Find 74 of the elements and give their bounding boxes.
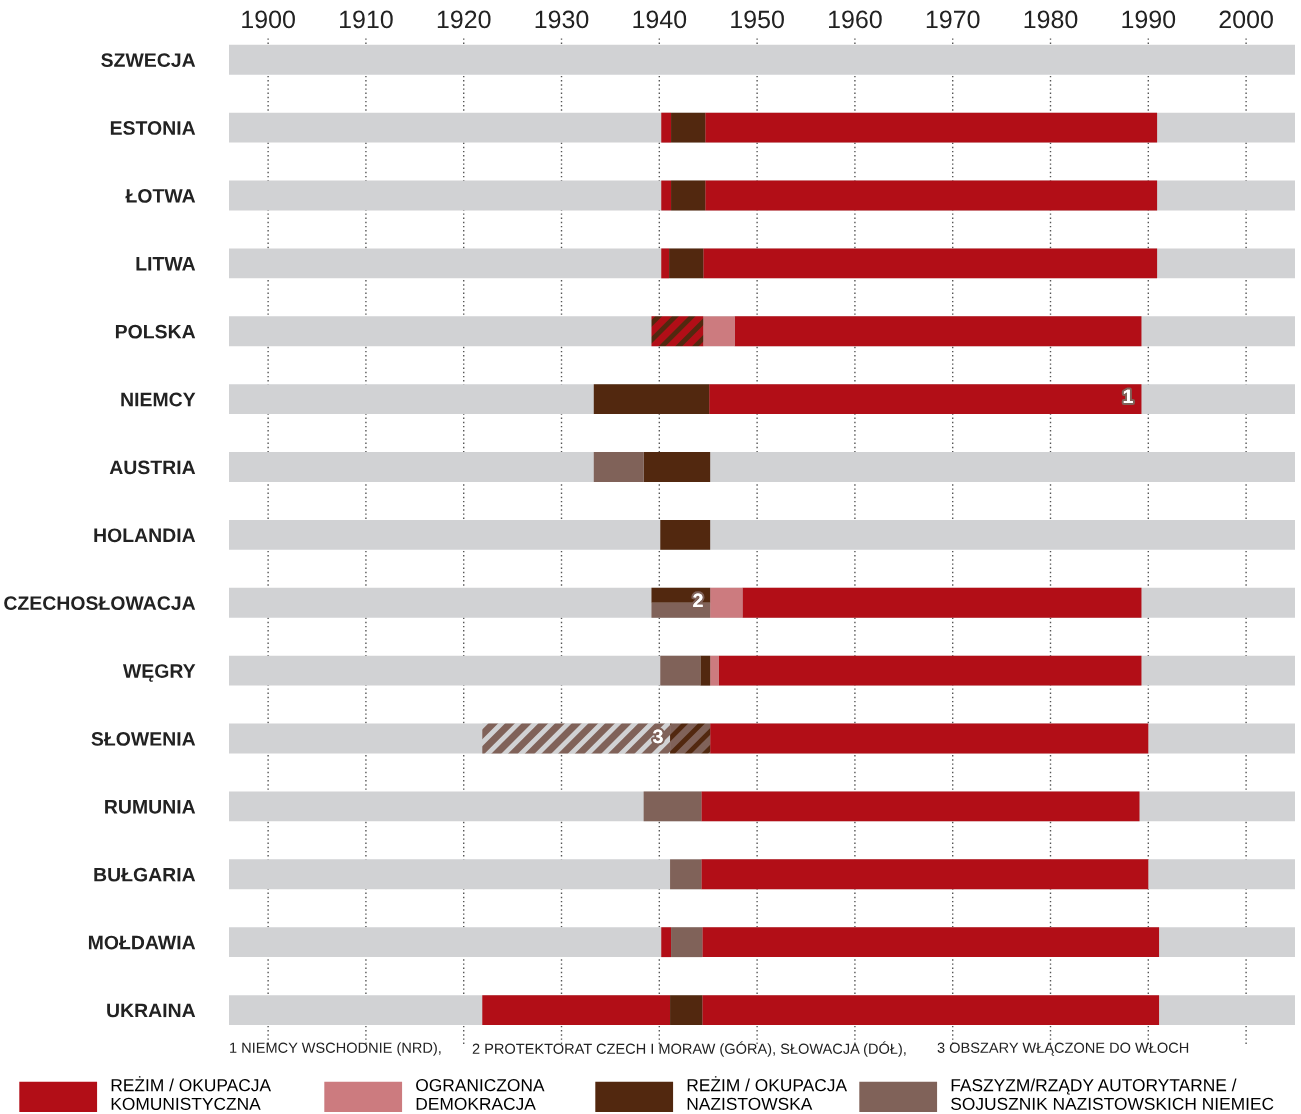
bar xyxy=(229,519,1295,550)
bar xyxy=(700,655,711,686)
x-tick-label: 2000 xyxy=(1219,10,1273,29)
y-tick-label: MOŁDAWIA xyxy=(88,935,196,950)
bar xyxy=(705,112,1158,143)
annotation: 2 xyxy=(693,593,703,608)
bar xyxy=(671,112,706,143)
legend-label: REŻIM / OKUPACJA KOMUNISTYCZNA xyxy=(111,1076,272,1111)
annotation: 2 PROTEKTORAT CZECH I MORAW (GÓRA), SŁOWACJA (DÓŁ), xyxy=(472,1041,906,1057)
bar xyxy=(661,248,670,279)
y-tick-label: UKRAINA xyxy=(107,1003,196,1018)
x-tick-label: 1990 xyxy=(1122,10,1176,29)
legend-label: OGRANICZONA DEMOKRACJA xyxy=(416,1079,545,1111)
x-tick-label: 1950 xyxy=(731,10,784,29)
y-tick-label: LITWA xyxy=(136,257,196,271)
bar xyxy=(709,384,1142,415)
bar xyxy=(734,316,1142,347)
bar xyxy=(718,655,1142,686)
bar xyxy=(661,112,672,143)
y-tick-label: SZWECJA xyxy=(101,53,196,67)
bar xyxy=(660,519,711,550)
x-tick-label: 1960 xyxy=(829,10,882,29)
annotation: 1 xyxy=(1123,389,1133,404)
bar xyxy=(482,723,671,754)
bar xyxy=(705,180,1158,211)
bar xyxy=(703,316,735,347)
x-tick-label: 1940 xyxy=(633,10,687,29)
x-tick-label: 1910 xyxy=(340,10,393,29)
y-tick-label: BUŁGARIA xyxy=(94,867,196,882)
bar xyxy=(671,180,706,211)
bar xyxy=(593,384,710,415)
bar xyxy=(742,587,1142,618)
bar xyxy=(229,44,1295,75)
bar xyxy=(702,927,1160,958)
y-tick-label: POLSKA xyxy=(115,324,196,339)
bar xyxy=(643,791,702,822)
x-tick-label: 1980 xyxy=(1024,10,1078,29)
y-tick-label: SŁOWENIA xyxy=(91,732,196,746)
bar xyxy=(670,859,702,890)
annotation: 3 OBSZARY WŁĄCZONE DO WŁOCH xyxy=(937,1042,1189,1056)
x-tick-label: 1930 xyxy=(535,10,589,29)
bar xyxy=(701,859,1149,890)
y-tick-label: RUMUNIA xyxy=(105,800,196,814)
bar xyxy=(710,655,719,686)
bar xyxy=(593,452,644,482)
y-tick-label: ŁOTWA xyxy=(125,188,196,203)
y-tick-label: AUSTRIA xyxy=(109,460,196,475)
y-tick-label: CZECHOSŁOWACJA xyxy=(4,596,196,611)
bar xyxy=(661,180,672,211)
bar xyxy=(670,723,711,754)
x-tick-label: 1970 xyxy=(926,10,980,29)
annotation: 1 NIEMCY WSCHODNIE (NRD), xyxy=(230,1042,441,1056)
y-tick-label: HOLANDIA xyxy=(94,528,196,543)
y-tick-label: ESTONIA xyxy=(110,121,196,135)
bar xyxy=(229,452,1295,482)
y-tick-label: WĘGRY xyxy=(122,664,196,682)
bar xyxy=(710,587,743,618)
bar xyxy=(703,248,1158,279)
bar xyxy=(482,995,671,1025)
bar xyxy=(660,655,701,686)
legend-label: FASZYZM/RZĄDY AUTORYTARNE / SOJUSZNIK NAZISTOWSKICH NIEMIEC xyxy=(951,1078,1274,1111)
bar xyxy=(651,316,704,347)
bar xyxy=(702,995,1160,1025)
y-tick-label: NIEMCY xyxy=(121,392,196,407)
bar xyxy=(669,248,704,279)
bar xyxy=(643,452,711,482)
bar xyxy=(710,723,1149,754)
bar xyxy=(701,791,1140,822)
x-tick-label: 1900 xyxy=(242,10,295,29)
x-tick-label: 1920 xyxy=(437,10,491,29)
legend-label: REŻIM / OKUPACJA NAZISTOWSKA xyxy=(687,1076,848,1111)
bar xyxy=(661,927,672,958)
bar xyxy=(670,995,703,1025)
bar xyxy=(671,927,703,958)
